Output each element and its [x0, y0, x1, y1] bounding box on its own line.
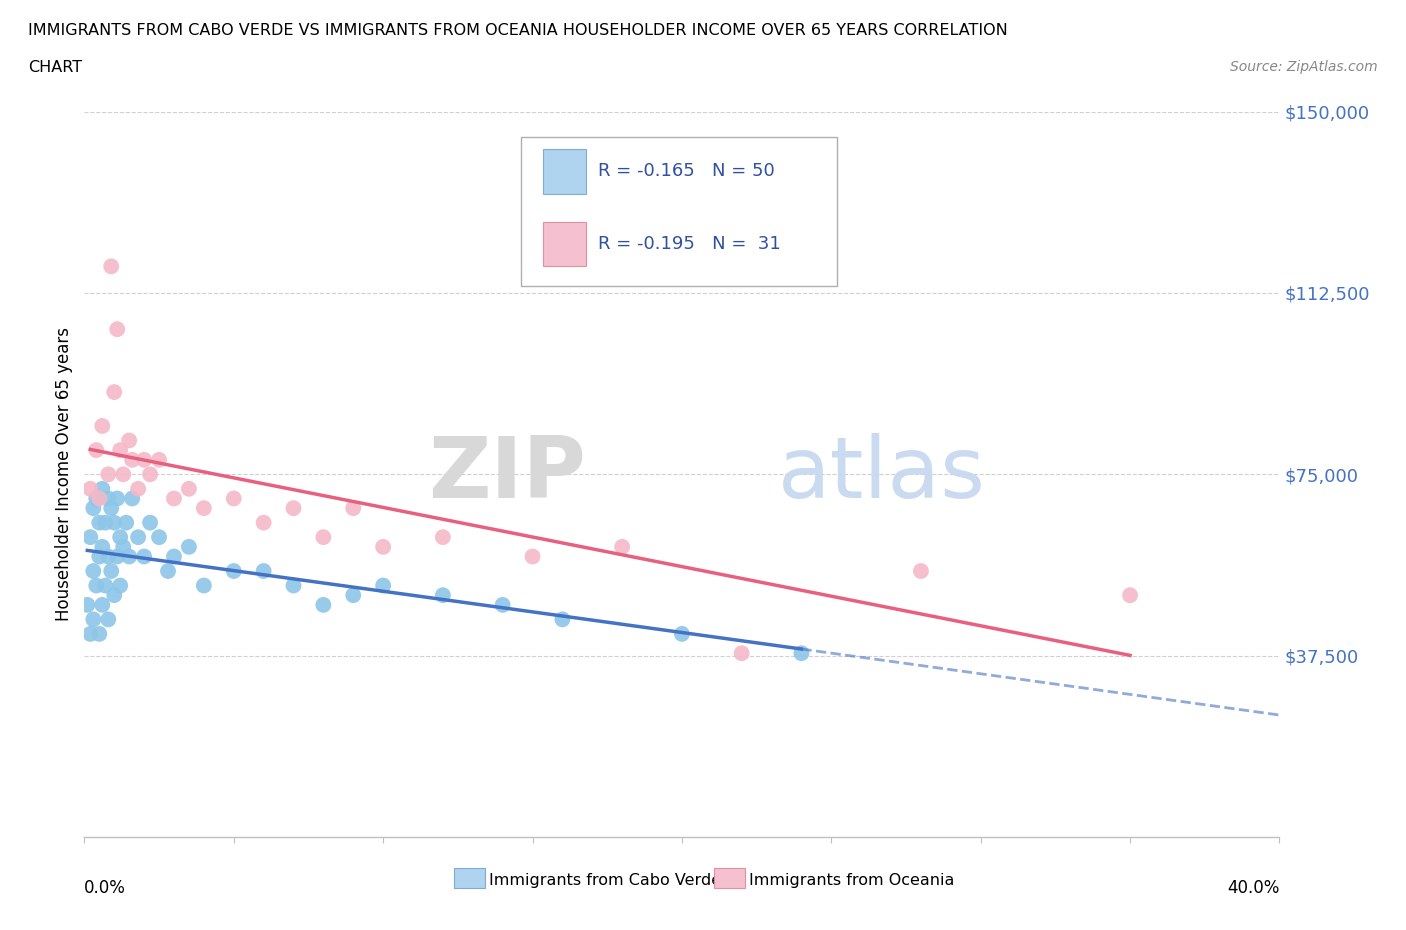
Point: [79, 627, 101, 642]
Point: [86, 491, 108, 506]
Text: Immigrants from Cabo Verde: Immigrants from Cabo Verde: [489, 873, 721, 888]
Point: [132, 452, 156, 467]
Point: [110, 578, 132, 593]
Point: [177, 539, 200, 554]
Point: [110, 530, 132, 545]
Text: IMMIGRANTS FROM CABO VERDE VS IMMIGRANTS FROM OCEANIA HOUSEHOLDER INCOME OVER 65: IMMIGRANTS FROM CABO VERDE VS IMMIGRANTS…: [28, 23, 1008, 38]
Point: [89, 627, 111, 642]
Point: [89, 491, 111, 506]
Point: [100, 564, 122, 578]
Point: [110, 443, 132, 458]
Point: [82, 564, 104, 578]
Point: [910, 564, 932, 578]
Point: [91, 482, 114, 497]
Point: [105, 549, 128, 564]
Point: [94, 515, 117, 530]
Point: [89, 549, 111, 564]
Point: [127, 482, 149, 497]
Text: R = -0.195   N =  31: R = -0.195 N = 31: [599, 235, 780, 253]
Point: [89, 515, 111, 530]
Point: [76, 597, 98, 612]
Point: [97, 491, 120, 506]
Point: [112, 539, 135, 554]
Text: 40.0%: 40.0%: [1227, 879, 1279, 897]
Text: ZIP: ZIP: [429, 432, 586, 516]
Point: [139, 515, 162, 530]
Point: [79, 482, 101, 497]
Point: [97, 612, 120, 627]
FancyBboxPatch shape: [520, 137, 838, 286]
Point: [177, 482, 200, 497]
Point: [522, 549, 544, 564]
Point: [1119, 588, 1142, 603]
Point: [79, 530, 101, 545]
Point: [612, 539, 634, 554]
Point: [86, 443, 108, 458]
Point: [127, 530, 149, 545]
Point: [118, 549, 141, 564]
Point: [91, 539, 114, 554]
Point: [103, 385, 125, 400]
Point: [222, 491, 245, 506]
Point: [671, 627, 693, 642]
Point: [103, 515, 125, 530]
Point: [163, 491, 186, 506]
Point: [86, 578, 108, 593]
Point: [139, 467, 162, 482]
Point: [312, 597, 335, 612]
Point: [97, 549, 120, 564]
Point: [283, 500, 305, 515]
Point: [432, 588, 454, 603]
Point: [91, 597, 114, 612]
Point: [82, 500, 104, 515]
Point: [82, 612, 104, 627]
Point: [492, 597, 515, 612]
Text: Source: ZipAtlas.com: Source: ZipAtlas.com: [1230, 60, 1378, 74]
FancyBboxPatch shape: [543, 150, 586, 193]
FancyBboxPatch shape: [543, 222, 586, 266]
Point: [132, 549, 156, 564]
Point: [551, 612, 574, 627]
Point: [253, 564, 276, 578]
Point: [118, 433, 141, 448]
Point: [148, 452, 170, 467]
Text: Immigrants from Oceania: Immigrants from Oceania: [749, 873, 955, 888]
Point: [148, 530, 170, 545]
Point: [100, 500, 122, 515]
Point: [312, 530, 335, 545]
Point: [253, 515, 276, 530]
Text: atlas: atlas: [778, 432, 986, 516]
Point: [121, 491, 143, 506]
Point: [94, 578, 117, 593]
Point: [222, 564, 245, 578]
Point: [105, 491, 128, 506]
Point: [115, 515, 138, 530]
Point: [112, 467, 135, 482]
Text: CHART: CHART: [28, 60, 82, 75]
Point: [91, 418, 114, 433]
Point: [790, 645, 813, 660]
Point: [163, 549, 186, 564]
Point: [731, 645, 754, 660]
Text: 0.0%: 0.0%: [84, 879, 127, 897]
Text: R = -0.165   N = 50: R = -0.165 N = 50: [599, 163, 775, 180]
Point: [432, 530, 454, 545]
Point: [105, 322, 128, 337]
Point: [100, 259, 122, 273]
Y-axis label: Householder Income Over 65 years: Householder Income Over 65 years: [55, 327, 73, 621]
Point: [121, 452, 143, 467]
Point: [97, 467, 120, 482]
Point: [103, 588, 125, 603]
Point: [283, 578, 305, 593]
Point: [342, 500, 364, 515]
Point: [193, 500, 215, 515]
Point: [157, 564, 180, 578]
Point: [373, 578, 395, 593]
Point: [193, 578, 215, 593]
Point: [342, 588, 364, 603]
Point: [373, 539, 395, 554]
